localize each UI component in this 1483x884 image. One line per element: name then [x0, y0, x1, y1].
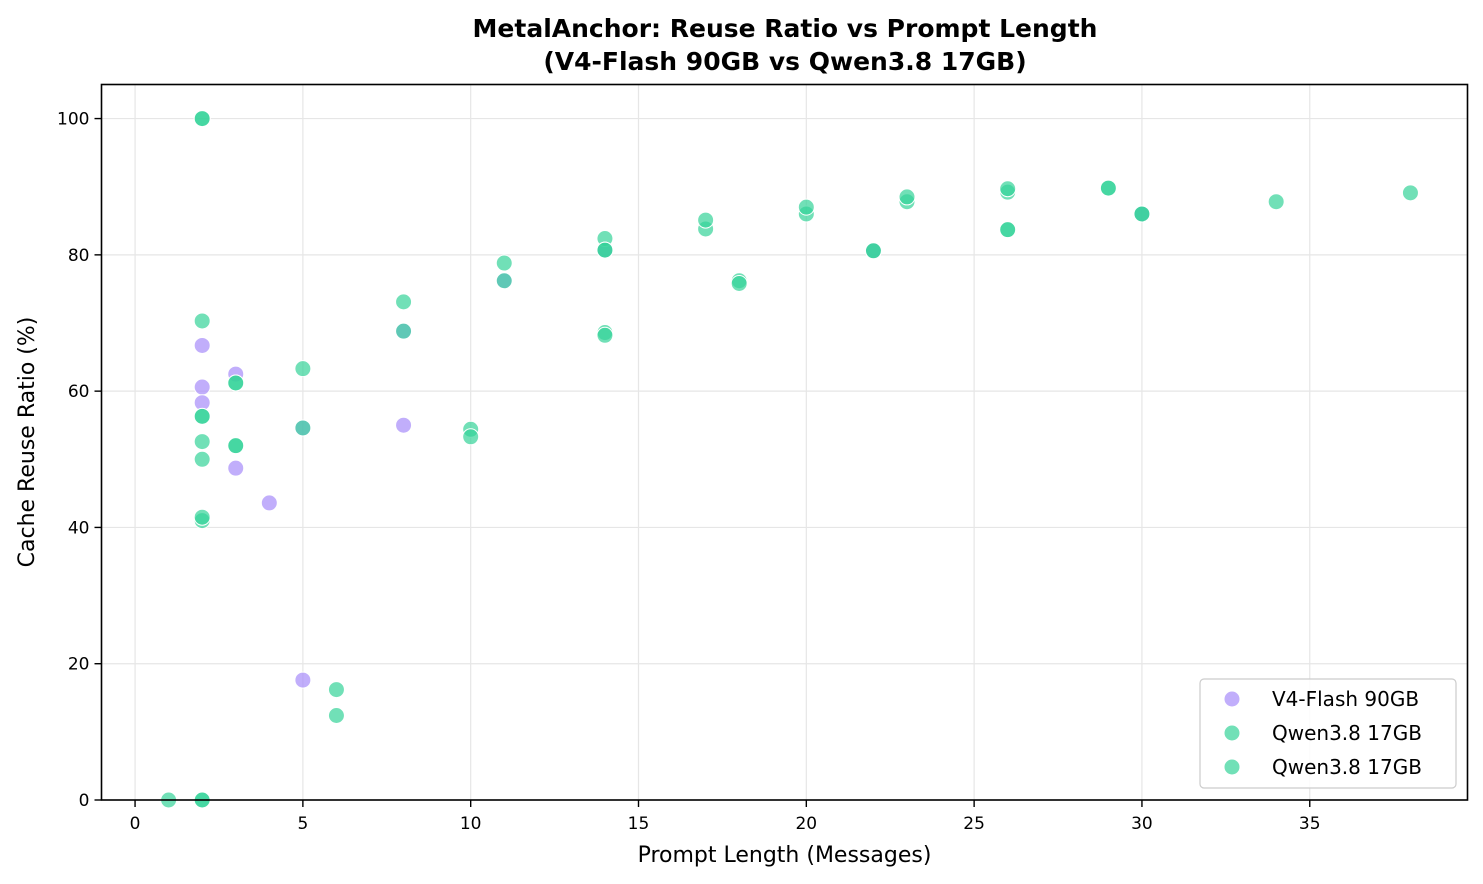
y-tick-label: 40	[68, 518, 90, 538]
scatter-point-series-1	[294, 360, 312, 378]
scatter-point-series-1	[193, 450, 211, 468]
x-tick-label: 10	[460, 814, 482, 834]
scatter-point-series-2	[193, 407, 211, 425]
scatter-point-series-1	[495, 254, 513, 272]
y-axis-label: Cache Reuse Ratio (%)	[15, 317, 40, 568]
legend: V4-Flash 90GB Qwen3.8 17GB Qwen3.8 17GB	[1199, 678, 1457, 789]
x-tick-label: 5	[297, 814, 308, 834]
chart-title: MetalAnchor: Reuse Ratio vs Prompt Lengt…	[473, 14, 1098, 43]
x-tick-label: 15	[628, 814, 650, 834]
scatter-point-series-2	[1099, 179, 1117, 197]
scatter-point-series-1	[193, 433, 211, 451]
scatter-point-series-1	[697, 211, 715, 229]
axis-ticks: 0 5 10 15 20 25 30 35 0 20 40 60 80 100	[57, 110, 1321, 834]
x-tick-label: 0	[130, 814, 141, 834]
legend-label-qwen: Qwen3.8 17GB	[1272, 721, 1422, 745]
x-tick-label: 35	[1299, 814, 1321, 834]
scatter-point-series-0	[395, 416, 413, 434]
legend-label-v4-flash: V4-Flash 90GB	[1272, 687, 1419, 711]
plot-frame	[100, 83, 1469, 801]
scatter-point-series-2	[227, 374, 245, 392]
scatter-point-series-0	[260, 494, 278, 512]
scatter-point-series-0	[193, 336, 211, 354]
scatter-point-series-1	[395, 322, 413, 340]
scatter-point-series-1	[193, 312, 211, 330]
y-tick-label: 60	[68, 382, 90, 402]
scatter-point-series-2	[596, 241, 614, 259]
scatter-point-series-0	[294, 671, 312, 689]
scatter-point-series-2	[193, 508, 211, 526]
scatter-point-series-0	[193, 378, 211, 396]
y-tick-label: 80	[68, 246, 90, 266]
scatter-point-series-1	[495, 272, 513, 290]
scatter-point-series-1	[327, 707, 345, 725]
scatter-point-series-1	[462, 428, 480, 446]
legend-label-qwen-2: Qwen3.8 17GB	[1272, 755, 1422, 779]
scatter-point-series-1	[596, 326, 614, 344]
x-tick-label: 25	[963, 814, 985, 834]
legend-marker-qwen	[1223, 724, 1241, 742]
scatter-point-series-1	[898, 188, 916, 206]
x-tick-label: 30	[1131, 814, 1153, 834]
legend-marker-v4-flash	[1223, 690, 1241, 708]
y-tick-label: 100	[57, 110, 89, 130]
scatter-point-series-1	[730, 274, 748, 292]
scatter-point-series-1	[1267, 193, 1285, 211]
scatter-point-series-2	[1133, 205, 1151, 223]
scatter-point-series-1	[999, 180, 1017, 198]
data-points	[160, 110, 1419, 809]
scatter-point-series-1	[327, 681, 345, 699]
scatter-point-series-1	[1401, 184, 1419, 202]
legend-box	[1199, 678, 1457, 789]
x-axis-label: Prompt Length (Messages)	[638, 843, 932, 868]
y-tick-label: 20	[68, 655, 90, 675]
x-tick-label: 20	[795, 814, 817, 834]
y-tick-label: 0	[79, 791, 90, 811]
scatter-point-series-2	[999, 221, 1017, 239]
scatter-point-series-2	[227, 437, 245, 455]
scatter-point-series-1	[395, 293, 413, 311]
chart-subtitle: (V4-Flash 90GB vs Qwen3.8 17GB)	[543, 47, 1026, 76]
legend-marker-qwen-2	[1223, 758, 1241, 776]
scatter-point-series-1	[294, 419, 312, 437]
scatter-point-series-2	[193, 110, 211, 128]
scatter-point-series-2	[864, 242, 882, 260]
scatter-point-series-0	[227, 459, 245, 477]
scatter-point-series-1	[797, 198, 815, 216]
